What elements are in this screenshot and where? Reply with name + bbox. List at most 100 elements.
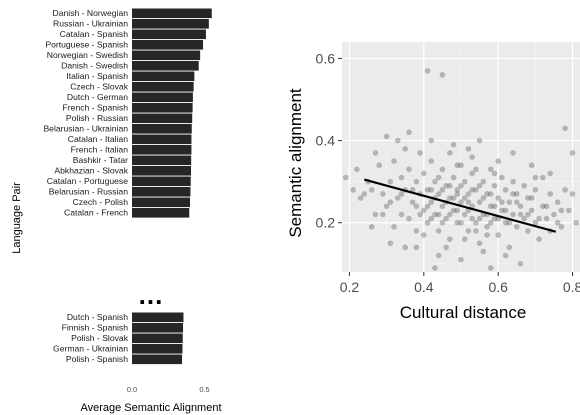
scatter-point <box>562 187 568 193</box>
top-group-bar <box>132 145 192 155</box>
scatter-y-tick-label: 0.4 <box>316 133 336 149</box>
scatter-point <box>454 219 461 226</box>
scatter-point <box>454 162 461 169</box>
scatter-point <box>443 215 449 222</box>
scatter-point <box>521 182 528 189</box>
scatter-point <box>354 166 360 173</box>
scatter-point <box>502 252 509 259</box>
scatter-point <box>454 207 461 214</box>
scatter-point <box>342 174 349 181</box>
scatter-point <box>499 199 505 205</box>
scatter-point <box>525 211 531 218</box>
top-group-bar <box>132 71 195 82</box>
scatter-point <box>495 232 501 238</box>
scatter-point <box>357 195 364 201</box>
top-group-bar <box>132 155 192 166</box>
scatter-point <box>554 199 561 205</box>
scatter-point <box>383 133 390 140</box>
scatter-points <box>342 67 580 271</box>
top-group-bar-label: Catalan - Italian <box>68 134 128 144</box>
scatter-point <box>491 215 498 222</box>
scatter-point <box>513 191 520 197</box>
scatter-point <box>394 137 401 144</box>
scatter-point <box>551 211 557 218</box>
scatter-point <box>424 203 431 210</box>
top-group-bar <box>132 92 193 103</box>
scatter-point <box>495 158 501 164</box>
scatter-point <box>562 125 568 132</box>
scatter-point <box>432 265 438 271</box>
scatter-point <box>547 191 554 197</box>
scatter-point <box>465 228 472 234</box>
scatter-point <box>368 187 375 193</box>
scatter-y-tick-label: 0.6 <box>316 50 336 66</box>
scatter-point <box>435 191 442 197</box>
scatter-panel-background <box>342 42 580 272</box>
top-group-bar <box>132 19 209 29</box>
scatter-point <box>499 207 505 214</box>
scatter-point <box>502 187 509 193</box>
scatter-point <box>424 187 431 193</box>
top-group-bar <box>132 166 192 176</box>
scatter-point <box>439 187 446 193</box>
scatter-point <box>502 207 509 214</box>
top-group-bar-label: French - Italian <box>71 145 129 155</box>
scatter-point <box>484 211 490 218</box>
scatter-point <box>398 191 405 197</box>
scatter-point <box>465 191 472 197</box>
scatter-point <box>417 191 423 197</box>
top-group-bar <box>132 176 191 187</box>
scatter-point <box>487 219 494 226</box>
scatter-point <box>432 178 438 185</box>
scatter-point <box>432 195 438 201</box>
scatter-point <box>372 211 379 218</box>
scatter-point <box>521 215 528 222</box>
scatter-x-axis-title: Cultural distance <box>400 303 527 322</box>
scatter-point <box>458 162 464 169</box>
scatter-point <box>387 240 394 247</box>
top-group-bar <box>132 113 193 124</box>
scatter-y-axis-title: Semantic alignment <box>286 88 305 238</box>
scatter-point <box>461 236 468 242</box>
scatter-point <box>517 211 524 218</box>
scatter-point <box>447 150 453 156</box>
scatter-point <box>450 207 457 214</box>
scatter-x-axis-ticks: 0.2 0.4 0.6 0.8 <box>340 272 580 295</box>
scatter-point <box>487 265 494 271</box>
scatter-point <box>510 178 516 185</box>
scatter-point <box>413 228 420 234</box>
scatter-point <box>443 244 449 251</box>
scatter-point <box>528 207 535 214</box>
scatter-point <box>558 207 565 214</box>
scatter-point <box>383 203 390 210</box>
top-group-bar <box>132 187 191 197</box>
scatter-point <box>476 240 483 247</box>
scatter-point <box>469 215 475 222</box>
top-group-bar <box>132 61 199 71</box>
top-group-bar-label: Dutch - German <box>67 92 128 102</box>
scatter-x-tick-label: 0.2 <box>340 279 360 295</box>
scatter-point <box>465 145 472 152</box>
top-group-bar-label: Russian - Ukrainian <box>53 19 128 29</box>
scatter-point <box>476 215 483 222</box>
scatter-x-tick-label: 0.6 <box>488 279 508 295</box>
scatter-point <box>480 178 487 185</box>
scatter-point <box>506 244 513 251</box>
scatter-point <box>435 252 442 259</box>
scatter-point <box>513 199 520 205</box>
scatter-point <box>439 203 446 210</box>
scatter-point <box>424 219 431 226</box>
scatter-point <box>573 219 580 226</box>
scatter-point <box>517 203 524 210</box>
scatter-point <box>502 219 509 226</box>
scatter-point <box>391 224 397 230</box>
scatter-point <box>361 191 368 197</box>
scatter-point <box>394 195 401 201</box>
scatter-point <box>413 178 420 185</box>
scatter-point <box>447 236 453 242</box>
scatter-x-tick-label: 0.8 <box>563 279 580 295</box>
bottom-group-bar <box>132 312 184 323</box>
scatter-point <box>380 211 386 218</box>
scatter-point <box>495 195 501 201</box>
